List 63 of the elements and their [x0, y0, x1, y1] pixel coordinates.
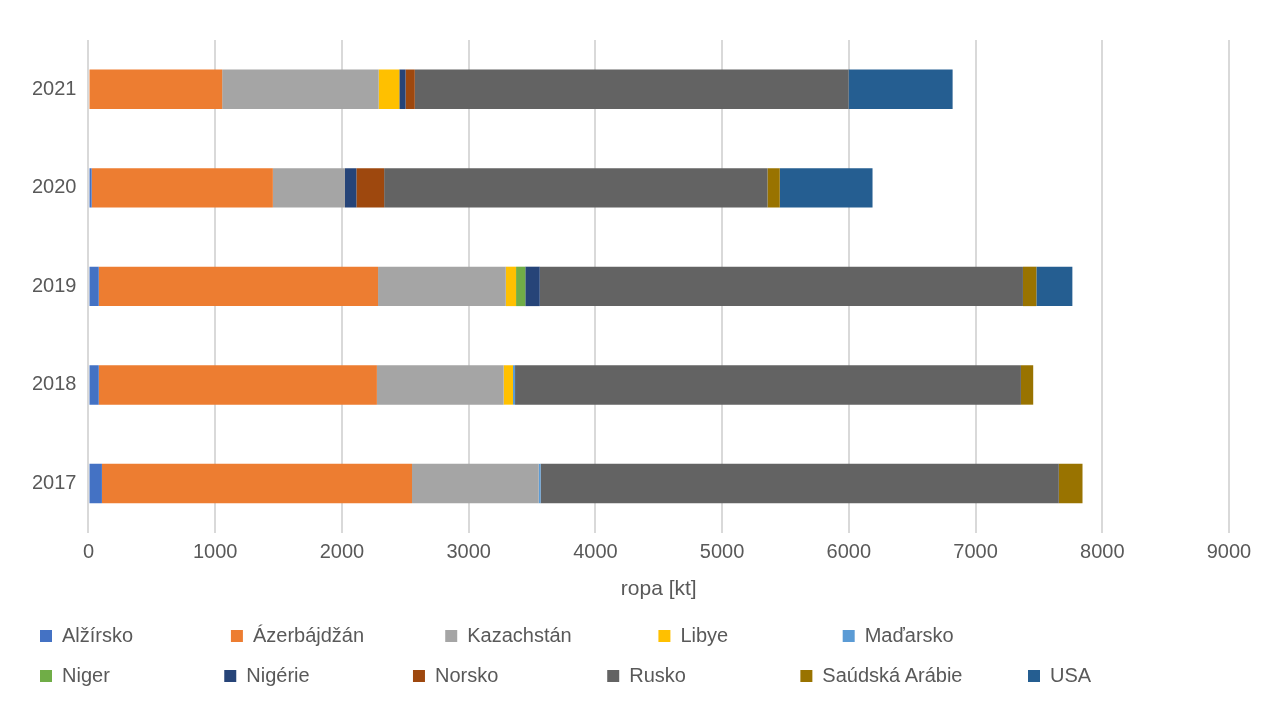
bar: [405, 69, 415, 109]
bar: [356, 168, 385, 208]
bar: [384, 168, 768, 208]
bar: [1020, 365, 1034, 405]
bar: [505, 266, 517, 307]
bar: [98, 365, 377, 405]
legend-label: Norsko: [434, 663, 588, 686]
bar: [1036, 266, 1073, 307]
bar: [272, 168, 345, 208]
bar: [89, 365, 99, 405]
bar: [1058, 463, 1083, 504]
bar: [540, 463, 1059, 504]
bar: [515, 365, 1021, 405]
legend-label: USA: [1050, 663, 1196, 686]
legend-label: Rusko: [629, 663, 781, 686]
bar: [378, 69, 400, 109]
bar: [222, 69, 379, 109]
x-tick-label: 3000: [446, 540, 491, 563]
x-axis-title: ropa [kt]: [620, 576, 697, 600]
bar: [516, 266, 526, 307]
bar: [89, 266, 99, 307]
x-tick-label: 5000: [699, 540, 745, 563]
bar: [399, 69, 406, 109]
y-tick-label: 2020: [31, 175, 77, 198]
x-tick-label: 1000: [192, 540, 238, 563]
bar: [89, 69, 223, 109]
bar: [848, 69, 953, 109]
bar: [344, 168, 357, 208]
legend-label: Ázerbájdžán: [252, 623, 426, 646]
bar: [98, 266, 379, 307]
x-tick-label: 6000: [826, 540, 872, 563]
legend-label: Nigérie: [246, 663, 393, 686]
bar: [89, 463, 102, 504]
bar: [503, 365, 514, 405]
x-tick-label: 8000: [1080, 540, 1125, 563]
bar: [91, 168, 273, 208]
bar: [779, 168, 873, 208]
y-tick-label: 2021: [31, 76, 77, 99]
x-tick-label: 4000: [573, 540, 618, 563]
bar: [412, 463, 539, 504]
y-tick-label: 2018: [31, 372, 77, 395]
bar: [525, 266, 540, 307]
legend-label: Niger: [62, 663, 205, 686]
bar: [1022, 266, 1037, 307]
bar: [376, 365, 504, 405]
bar: [539, 266, 1023, 307]
bar: [513, 365, 516, 405]
bar: [414, 69, 849, 109]
bar: [378, 266, 506, 307]
y-tick-label: 2019: [31, 273, 77, 296]
x-tick-label: 2000: [319, 540, 365, 563]
bar: [101, 463, 413, 504]
legend-label: Libye: [680, 623, 823, 646]
legend-label: Saúdská Arábie: [822, 663, 1007, 686]
x-tick-label: 7000: [953, 540, 998, 563]
x-tick-label: 9000: [1206, 540, 1252, 563]
legend-label: Alžírsko: [62, 623, 211, 646]
y-tick-label: 2017: [31, 471, 77, 494]
bar: [89, 168, 92, 208]
legend-label: Maďarsko: [864, 623, 1032, 646]
legend-label: Kazachstán: [467, 623, 639, 646]
bar: [767, 168, 780, 208]
x-tick-label: 0: [82, 540, 95, 563]
